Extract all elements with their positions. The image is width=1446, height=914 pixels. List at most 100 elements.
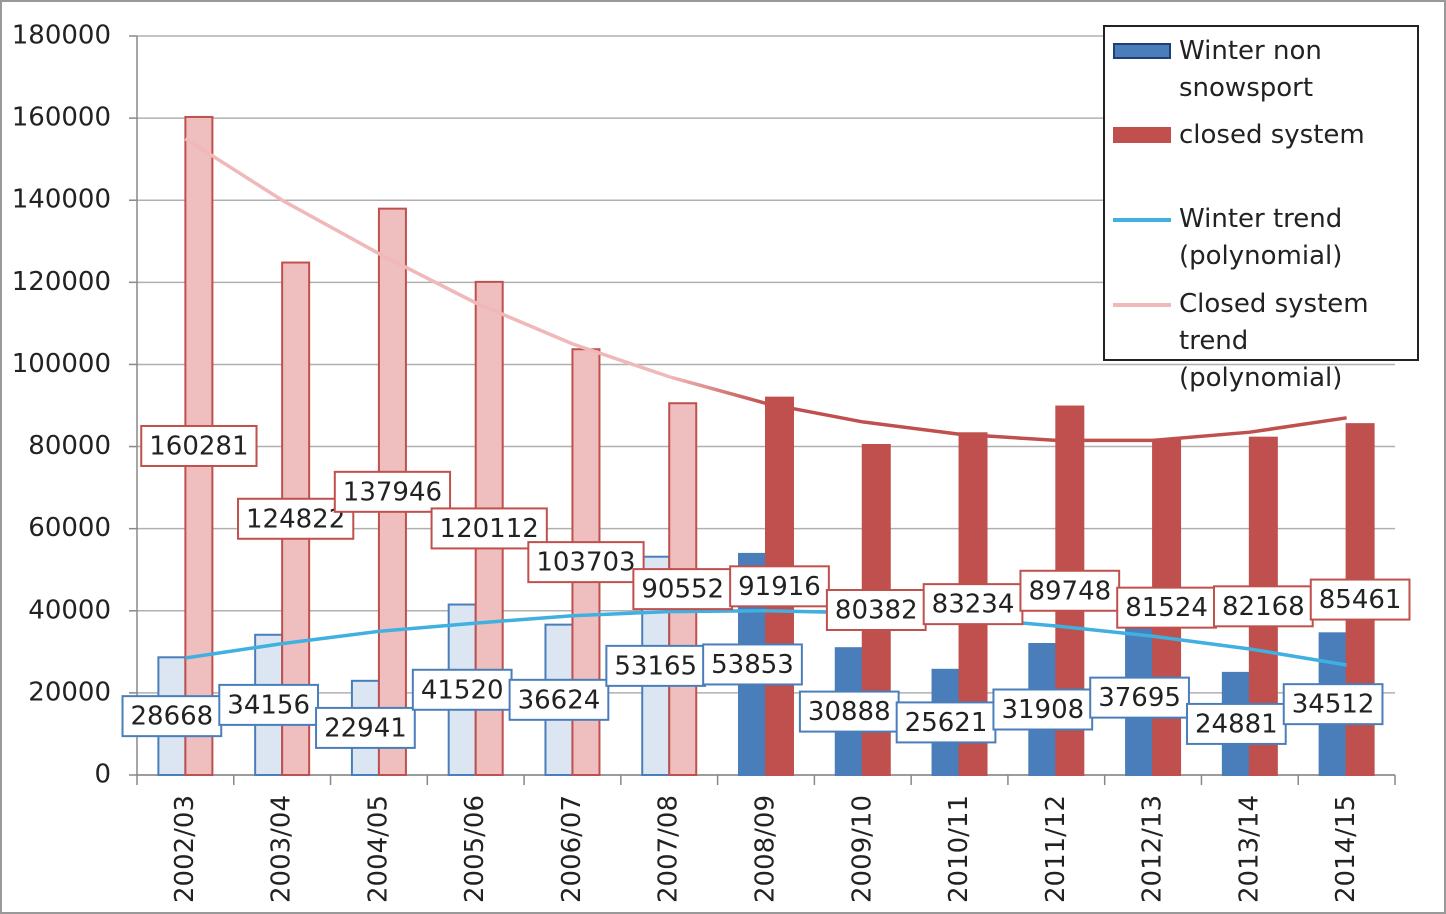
y-tick-label: 120000: [12, 267, 111, 297]
data-label-text: 137946: [343, 477, 442, 507]
y-tick-label: 180000: [12, 21, 111, 51]
data-label: 124822: [237, 497, 355, 540]
x-tick-label: 2008/09: [751, 795, 781, 903]
x-tick-label: 2010/11: [944, 795, 974, 903]
data-label: 137946: [333, 470, 452, 513]
x-tick-label: 2002/03: [170, 795, 200, 903]
data-label-text: 160281: [149, 431, 248, 461]
data-label-text: 41520: [421, 675, 504, 705]
data-label-text: 83234: [932, 590, 1015, 620]
data-label-box: [922, 583, 1024, 626]
legend-label: Winter trend (polynomial): [1179, 204, 1343, 271]
data-label: 53853: [702, 643, 803, 686]
y-tick-label: 40000: [28, 595, 111, 625]
x-tick-label: 2004/05: [363, 795, 393, 903]
legend-swatch: [1113, 127, 1171, 143]
x-tick-label: 2014/15: [1331, 795, 1361, 903]
data-label-text: 24881: [1195, 709, 1278, 739]
y-tick-label: 60000: [28, 513, 111, 543]
legend-swatch: [1113, 43, 1171, 59]
data-label-box: [825, 588, 927, 631]
data-label-text: 25621: [905, 708, 988, 738]
legend-label: closed system: [1179, 120, 1365, 150]
data-label-box: [992, 688, 1094, 731]
x-tick-label: 2005/06: [460, 795, 490, 903]
data-label-text: 89748: [1028, 576, 1111, 606]
data-label: 31908: [992, 688, 1094, 731]
data-label-text: 31908: [1001, 695, 1084, 725]
data-label: 30888: [798, 690, 900, 733]
data-label-text: 37695: [1098, 683, 1181, 713]
data-label-box: [702, 643, 803, 686]
data-label: 89748: [1019, 569, 1121, 612]
y-tick-label: 80000: [28, 431, 111, 461]
data-label-text: 28668: [131, 702, 214, 732]
data-label-text: 120112: [440, 514, 539, 544]
data-label-box: [411, 668, 513, 711]
data-label-box: [1019, 569, 1121, 612]
data-label-text: 81524: [1125, 593, 1208, 623]
data-label: 160281: [140, 424, 258, 467]
trend-line: [184, 137, 1347, 443]
data-label-box: [508, 678, 610, 721]
data-label-box: [1089, 676, 1190, 719]
legend-entry: Winter trend (polynomial): [1113, 201, 1415, 275]
legend-swatch: [1113, 218, 1171, 222]
trend-line: [185, 609, 1347, 667]
data-label-box: [1212, 585, 1314, 628]
data-label: 22941: [315, 706, 416, 749]
data-label: 90552: [632, 568, 734, 611]
data-label-box: [1282, 683, 1384, 726]
data-label-box: [605, 644, 707, 687]
data-label-box: [333, 470, 452, 513]
data-label: 91916: [729, 565, 830, 608]
data-label: 25621: [895, 701, 997, 744]
legend-entry: closed system: [1113, 117, 1415, 154]
x-tick-label: 2011/12: [1041, 795, 1071, 903]
legend-entry: Closed system trend (polynomial): [1113, 286, 1415, 397]
x-tick-label: 2013/14: [1234, 795, 1264, 903]
data-label-text: 36624: [518, 685, 601, 715]
data-label-box: [1116, 586, 1217, 629]
data-label-box: [527, 541, 645, 584]
data-label-text: 53853: [711, 650, 794, 680]
data-label-box: [140, 424, 258, 467]
legend-swatch: [1113, 303, 1171, 307]
data-label-box: [237, 497, 355, 540]
x-tick-label: 2003/04: [267, 795, 297, 903]
legend-label: Winter non snowsport: [1179, 36, 1322, 103]
data-label-text: 124822: [246, 504, 345, 534]
data-label-text: 34156: [227, 690, 310, 720]
legend: Winter non snowsport closed system Winter …: [1103, 25, 1419, 393]
data-label-box: [1309, 578, 1411, 621]
y-tick-label: 0: [94, 760, 111, 790]
y-tick-label: 20000: [28, 677, 111, 707]
data-label: 34156: [218, 683, 320, 726]
data-label-text: 22941: [324, 713, 407, 743]
data-label-box: [632, 568, 734, 611]
data-label-box: [729, 565, 830, 608]
data-label: 37695: [1089, 676, 1190, 719]
data-label-text: 30888: [808, 697, 891, 727]
data-label-text: 85461: [1319, 585, 1402, 615]
data-label-text: 80382: [835, 595, 918, 625]
data-label: 24881: [1185, 702, 1287, 745]
data-label-text: 103703: [536, 548, 635, 578]
x-tick-label: 2006/07: [557, 795, 587, 903]
data-label: 81524: [1116, 586, 1217, 629]
legend-label: Closed system trend (polynomial): [1179, 289, 1369, 393]
data-label: 53165: [605, 644, 707, 687]
data-label: 36624: [508, 678, 610, 721]
y-tick-label: 100000: [12, 349, 111, 379]
data-label: 103703: [527, 541, 645, 584]
y-tick-label: 160000: [12, 103, 111, 133]
y-tick-label: 140000: [12, 185, 111, 215]
legend-entry: Winter non snowsport: [1113, 33, 1415, 107]
data-label: 34512: [1282, 683, 1384, 726]
data-label: 82168: [1212, 585, 1314, 628]
data-label: 28668: [121, 695, 223, 738]
data-label-text: 91916: [738, 572, 821, 602]
data-label-text: 34512: [1292, 690, 1375, 720]
data-label-box: [895, 701, 997, 744]
